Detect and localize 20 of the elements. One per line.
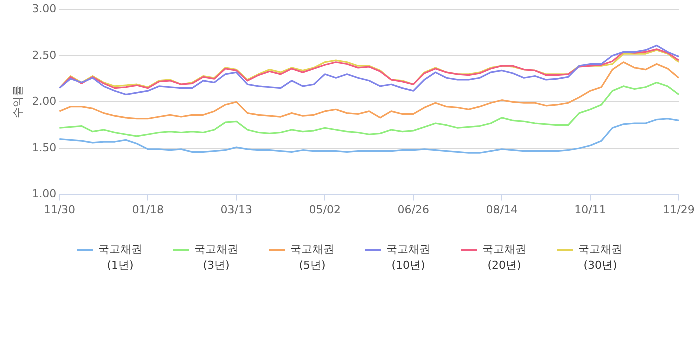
x-tick-label: 03/13: [220, 203, 252, 216]
x-tick-label: 01/18: [132, 203, 164, 216]
x-tick-label: 10/11: [574, 203, 606, 216]
legend-label: 국고채권 (10년): [386, 242, 430, 274]
y-tick-label: 3.00: [32, 2, 57, 16]
legend-label: 국고채권 (5년): [290, 242, 334, 274]
x-tick-label: 11/29: [663, 203, 695, 216]
legend-label: 국고채권 (1년): [98, 242, 142, 274]
x-tick-label: 05/02: [309, 203, 341, 216]
y-tick-label: 2.50: [32, 48, 57, 62]
y-tick-label: 1.00: [32, 188, 57, 201]
legend-label: 국고채권 (3년): [194, 242, 238, 274]
x-tick-label: 11/30: [44, 203, 76, 216]
x-tick-label: 06/26: [398, 203, 430, 216]
y-tick-label: 1.50: [32, 141, 57, 154]
legend-label: 국고채권 (20년): [482, 242, 526, 274]
legend-label: 국고채권 (30년): [578, 242, 622, 274]
y-axis-title: 수익률: [11, 86, 24, 119]
x-tick-label: 08/14: [486, 203, 518, 216]
y-tick-label: 2.00: [32, 95, 57, 108]
